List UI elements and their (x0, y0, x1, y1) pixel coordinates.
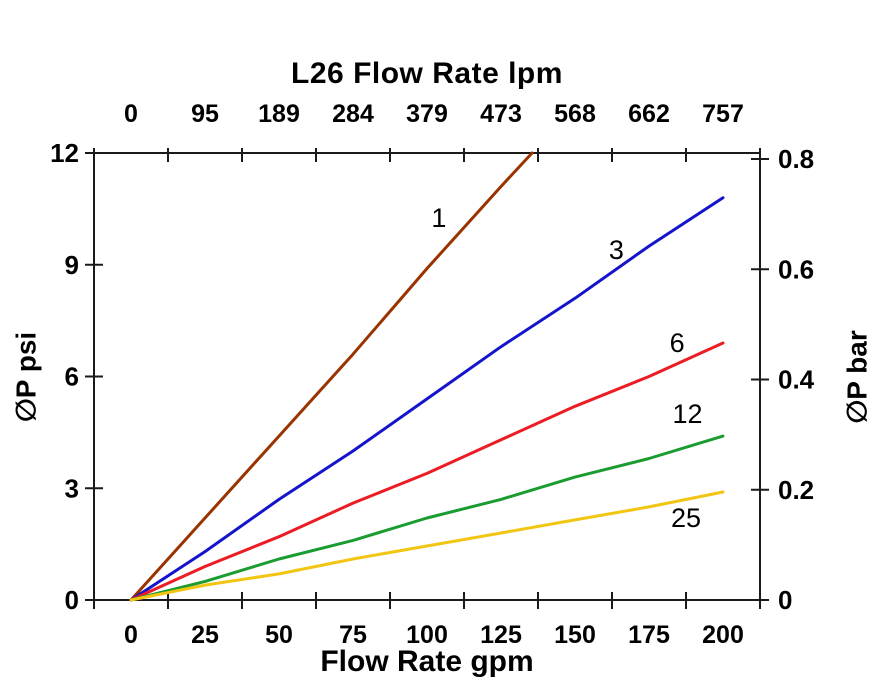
curve-1 (129, 151, 534, 602)
top-axis-title: L26 Flow Rate lpm (291, 57, 563, 90)
bottom-tick-label: 25 (191, 621, 219, 649)
plot-border (93, 152, 761, 601)
left-tick-label: 3 (65, 473, 79, 503)
curve-12 (129, 434, 725, 602)
bottom-tick-label: 200 (702, 621, 744, 649)
left-tick-label: 9 (65, 250, 79, 280)
curve-label-12: 12 (672, 399, 702, 429)
top-tick-label: 0 (124, 100, 138, 128)
top-tick-label: 473 (480, 100, 522, 128)
bottom-axis-title: Flow Rate gpm (320, 645, 534, 678)
left-tick-label: 6 (65, 362, 79, 392)
right-axis-title: ∅P bar (841, 330, 873, 424)
curve-3 (129, 196, 725, 602)
curve-label-25: 25 (671, 503, 701, 533)
top-tick-label: 757 (702, 100, 744, 128)
bottom-tick-label: 100 (406, 621, 448, 649)
right-tick-label: 0.2 (778, 475, 814, 505)
right-tick-label: 0.6 (778, 254, 814, 284)
bottom-tick-label: 150 (554, 621, 596, 649)
top-tick-label: 568 (554, 100, 596, 128)
bottom-tick-label: 125 (480, 621, 522, 649)
curve-label-3: 3 (609, 235, 624, 265)
curve-label-6: 6 (670, 328, 685, 358)
top-tick-label: 662 (628, 100, 670, 128)
bottom-tick-label: 75 (339, 621, 367, 649)
right-tick-label: 0 (778, 585, 792, 615)
left-tick-label: 0 (65, 585, 79, 615)
bottom-tick-label: 0 (124, 621, 138, 649)
bottom-tick-label: 175 (628, 621, 670, 649)
left-axis-title: ∅P psi (10, 331, 42, 423)
right-tick-label: 0.4 (778, 365, 815, 395)
top-tick-label: 189 (258, 100, 300, 128)
curve-25 (129, 490, 725, 602)
bottom-tick-label: 50 (265, 621, 293, 649)
curve-6 (129, 341, 725, 602)
curve-label-1: 1 (431, 203, 446, 233)
right-tick-label: 0.8 (778, 144, 814, 174)
top-tick-label: 379 (406, 100, 448, 128)
top-tick-label: 95 (191, 100, 219, 128)
top-tick-label: 284 (332, 100, 374, 128)
left-tick-label: 12 (50, 138, 79, 168)
